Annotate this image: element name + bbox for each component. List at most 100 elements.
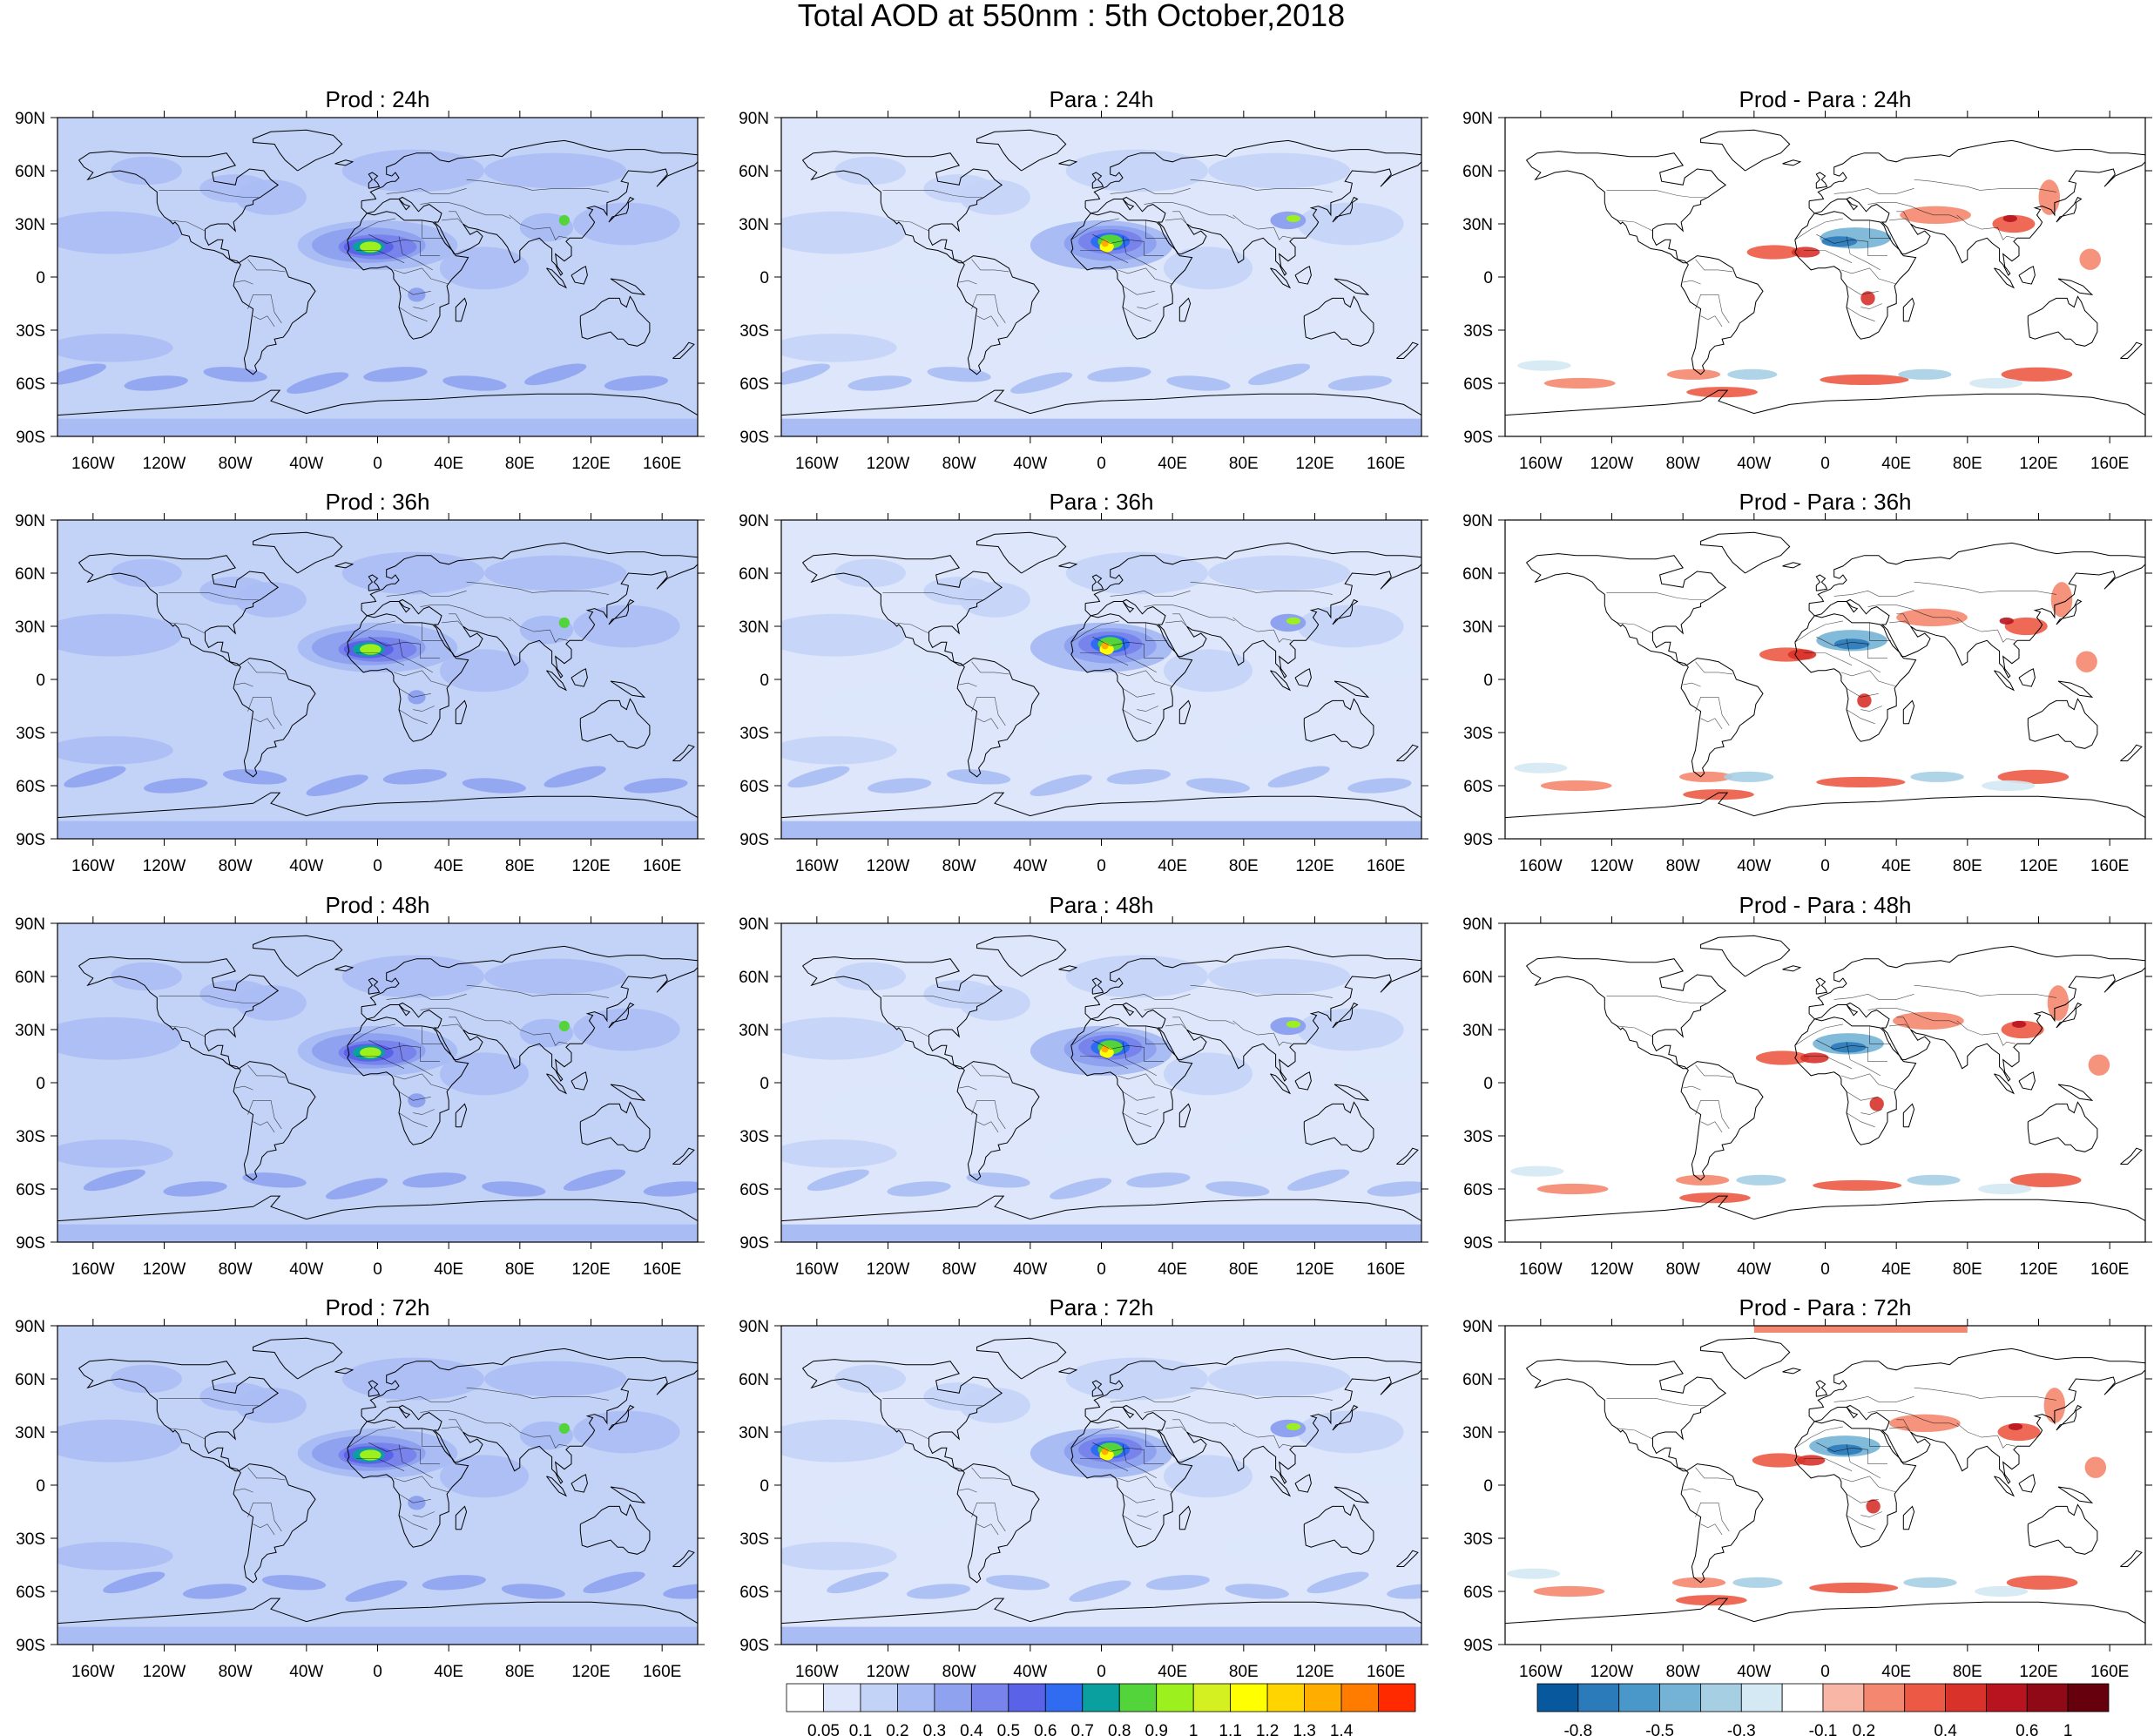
diff-field <box>1505 520 2145 839</box>
lon-tick-label: 120E <box>1295 1260 1334 1279</box>
lat-tick-label: 30N <box>739 216 769 234</box>
lon-tick-label: 0 <box>1097 1260 1106 1279</box>
lat-tick-label: 60N <box>15 969 45 987</box>
lon-tick-label: 0 <box>1097 1663 1106 1681</box>
lon-tick-label: 40E <box>1158 455 1187 473</box>
lon-tick-label: 120E <box>571 1663 610 1681</box>
lat-tick-label: 90S <box>16 1637 45 1655</box>
coastlines <box>57 531 698 819</box>
lon-tick-label: 40E <box>434 1260 463 1279</box>
colorbar-box <box>1986 1683 2028 1712</box>
lon-tick-label: 80E <box>1229 1260 1259 1279</box>
lat-tick-label: 30S <box>739 322 769 341</box>
lon-tick-label: 40E <box>1881 1260 1911 1279</box>
lon-tick-label: 40E <box>1158 857 1187 875</box>
lat-tick-label: 30N <box>739 1022 769 1040</box>
lon-tick-label: 0 <box>1097 857 1106 875</box>
lat-tick-label: 60N <box>15 1371 45 1389</box>
lon-tick-label: 40W <box>289 1260 323 1279</box>
para-field <box>781 520 1421 839</box>
lat-tick-label: 30S <box>739 1530 769 1549</box>
lat-tick-label: 60S <box>739 1584 769 1602</box>
lon-tick-label: 120W <box>867 857 910 875</box>
lon-tick-label: 160W <box>795 1663 839 1681</box>
lon-tick-label: 160E <box>1367 857 1405 875</box>
lon-tick-label: 160E <box>1367 1260 1405 1279</box>
colorbar-label: -0.8 <box>1563 1722 1592 1736</box>
colorbar-label: 0.7 <box>1071 1722 1094 1736</box>
lat-tick-label: 90S <box>1463 1234 1493 1253</box>
panel-title: Para : 48h <box>1050 892 1154 918</box>
lon-tick-label: 160E <box>643 1260 681 1279</box>
panel-title: Para : 72h <box>1050 1294 1154 1321</box>
diff-field <box>1505 118 2145 436</box>
colorbar-box <box>1863 1683 1906 1712</box>
colorbar-label: 1 <box>1189 1722 1199 1736</box>
map-panel-11: Para : 72h 90N 60N 30N 0 30S 60S 90S 160W 120W 80W… <box>739 1294 1428 1681</box>
colorbar-box <box>1266 1683 1305 1712</box>
colorbar-label: 0.3 <box>923 1722 946 1736</box>
lon-tick-label: 120W <box>1590 1260 1634 1279</box>
lon-tick-label: 0 <box>373 1663 382 1681</box>
lon-tick-label: 160W <box>1519 1260 1563 1279</box>
panel-title: Prod : 36h <box>326 489 430 515</box>
lon-tick-label: 40W <box>1737 857 1771 875</box>
lon-tick-label: 40E <box>434 455 463 473</box>
lon-tick-label: 120E <box>571 455 610 473</box>
lon-tick-label: 80E <box>1229 455 1259 473</box>
lat-tick-label: 60S <box>16 1584 45 1602</box>
lon-tick-label: 160W <box>71 1663 115 1681</box>
colorbar-label: 1.2 <box>1256 1722 1279 1736</box>
lon-tick-label: 40W <box>1013 857 1047 875</box>
lon-tick-label: 160W <box>795 857 839 875</box>
map-panel-6: Prod - Para : 36h 90N 60N 30N 0 30S 60S 90S 160W… <box>1462 489 2152 875</box>
lon-tick-label: 80E <box>1953 857 1982 875</box>
colorbar-box <box>823 1683 861 1712</box>
lon-tick-label: 120W <box>1590 455 1634 473</box>
lat-tick-label: 90S <box>739 1637 769 1655</box>
lon-tick-label: 80E <box>505 1260 535 1279</box>
colorbar-box <box>1008 1683 1046 1712</box>
colorbar-box <box>1082 1683 1120 1712</box>
colorbar-label: 0.05 <box>807 1722 840 1736</box>
colorbar-box <box>897 1683 935 1712</box>
lon-tick-label: 40W <box>1013 455 1047 473</box>
lon-tick-label: 160W <box>1519 1663 1563 1681</box>
lat-tick-label: 60N <box>1462 565 1493 584</box>
colorbar-label: 1.1 <box>1219 1722 1241 1736</box>
coastlines <box>1505 1337 2145 1625</box>
lon-tick-label: 120E <box>2019 1260 2057 1279</box>
lon-tick-label: 120E <box>2019 1663 2057 1681</box>
lat-tick-label: 30S <box>1463 725 1493 743</box>
lat-tick-label: 30S <box>16 1530 45 1549</box>
lon-tick-label: 160W <box>1519 857 1563 875</box>
lat-tick-label: 60N <box>739 969 769 987</box>
coastlines <box>57 1337 698 1625</box>
lon-tick-label: 80E <box>1953 1663 1982 1681</box>
lon-tick-label: 120W <box>1590 857 1634 875</box>
lat-tick-label: 30N <box>1462 1022 1493 1040</box>
coastlines <box>781 129 1421 416</box>
lon-tick-label: 160E <box>2090 1260 2129 1279</box>
coastlines <box>781 1337 1421 1625</box>
lon-tick-label: 80W <box>219 455 253 473</box>
colorbar-box <box>1781 1683 1824 1712</box>
colorbar-box <box>1536 1683 1579 1712</box>
lon-tick-label: 120E <box>571 857 610 875</box>
lon-tick-label: 160W <box>795 455 839 473</box>
lat-tick-label: 90N <box>15 110 45 128</box>
lon-tick-label: 80W <box>219 857 253 875</box>
map-panel-4: Prod : 36h 90N 60N 30N 0 30S 60S 90S 160W 120W 80W… <box>15 489 705 875</box>
lat-tick-label: 30N <box>739 1424 769 1442</box>
lat-tick-label: 0 <box>1483 269 1493 287</box>
panel-title: Prod : 48h <box>326 892 430 918</box>
lat-tick-label: 0 <box>1483 672 1493 690</box>
lon-tick-label: 40W <box>289 455 323 473</box>
lat-tick-label: 60S <box>1463 778 1493 796</box>
coastlines <box>781 935 1421 1222</box>
lon-tick-label: 40W <box>289 857 323 875</box>
lon-tick-label: 80W <box>219 1663 253 1681</box>
map-panel-12: Prod - Para : 72h 90N 60N 30N 0 30S 60S 90S 160W… <box>1462 1294 2152 1681</box>
lon-tick-label: 80W <box>942 455 976 473</box>
para-field <box>781 923 1421 1242</box>
